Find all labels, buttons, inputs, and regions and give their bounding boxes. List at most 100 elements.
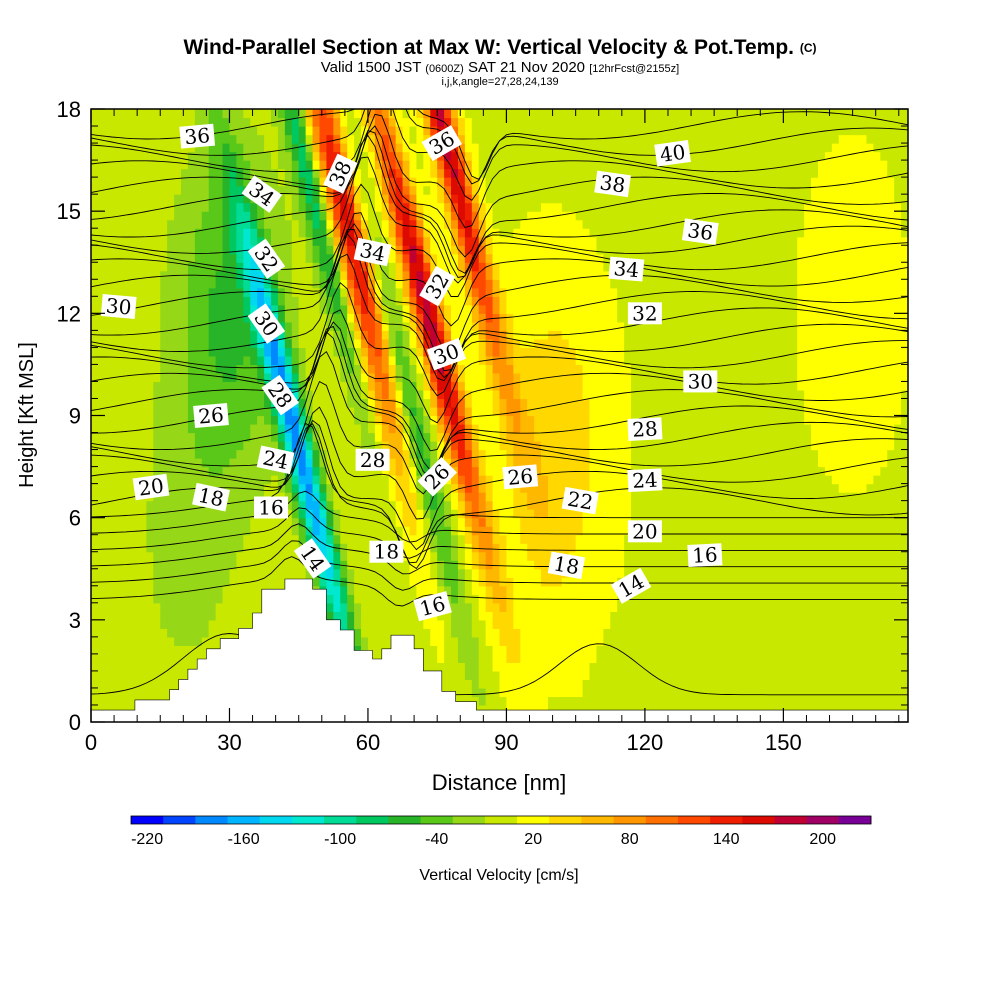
w-cell — [298, 389, 307, 400]
w-cell — [485, 704, 494, 715]
w-cell — [492, 475, 501, 485]
w-cell — [367, 389, 376, 400]
w-cell — [264, 134, 272, 144]
w-cell — [541, 704, 549, 715]
w-cell — [160, 245, 168, 255]
w-cell — [416, 526, 424, 536]
w-cell — [361, 526, 369, 536]
w-cell — [541, 296, 549, 306]
w-cell — [271, 560, 279, 570]
w-cell — [485, 262, 494, 272]
w-cell — [194, 509, 203, 519]
w-cell — [506, 449, 514, 459]
w-cell — [118, 687, 127, 698]
w-cell — [236, 321, 244, 331]
w-cell — [132, 117, 141, 127]
w-cell — [174, 679, 182, 689]
w-cell — [187, 560, 196, 570]
w-cell — [451, 475, 459, 485]
w-cell — [568, 543, 577, 553]
w-cell — [485, 441, 494, 451]
w-cell — [568, 670, 577, 681]
w-cell — [361, 619, 369, 629]
w-cell — [416, 134, 424, 144]
w-cell — [264, 109, 272, 119]
w-cell — [91, 534, 99, 544]
w-cell — [416, 577, 424, 587]
w-cell — [354, 347, 362, 357]
w-cell — [125, 662, 134, 672]
w-cell — [208, 151, 217, 161]
w-cell — [187, 117, 196, 127]
w-cell — [222, 143, 231, 153]
w-cell — [181, 449, 189, 459]
w-cell — [402, 126, 411, 136]
w-cell — [492, 211, 501, 221]
w-cell — [430, 577, 438, 587]
w-cell — [305, 398, 314, 408]
w-cell — [174, 143, 182, 153]
w-cell — [409, 253, 418, 263]
w-cell — [506, 287, 514, 297]
w-cell — [305, 424, 314, 434]
w-cell — [181, 177, 189, 187]
w-cell — [118, 517, 127, 527]
w-cell — [374, 492, 383, 502]
w-cell — [111, 270, 120, 280]
w-cell — [437, 577, 445, 587]
w-cell — [305, 381, 314, 391]
w-cell — [291, 415, 300, 425]
w-cell — [97, 313, 106, 323]
w-cell — [374, 636, 383, 646]
w-cell — [250, 355, 258, 366]
w-cell — [132, 585, 141, 595]
w-cell — [194, 449, 203, 459]
w-cell — [319, 364, 327, 374]
w-cell — [194, 364, 203, 374]
w-cell — [416, 441, 424, 451]
w-cell — [215, 330, 224, 340]
w-cell — [471, 194, 480, 204]
w-cell — [416, 219, 424, 229]
w-cell — [561, 415, 570, 425]
w-cell — [243, 355, 251, 366]
w-cell — [381, 483, 390, 493]
w-cell — [277, 219, 286, 229]
w-cell — [298, 424, 307, 434]
w-cell — [139, 432, 147, 442]
w-cell — [499, 262, 508, 272]
w-cell — [104, 270, 113, 280]
w-cell — [91, 117, 99, 127]
w-cell — [236, 313, 244, 323]
w-cell — [229, 194, 237, 204]
w-cell — [554, 389, 563, 400]
w-cell — [146, 126, 154, 136]
w-cell — [160, 279, 168, 289]
w-cell — [471, 441, 480, 451]
w-cell — [174, 321, 182, 331]
w-cell — [464, 441, 473, 451]
w-cell — [402, 500, 411, 510]
w-cell — [264, 143, 272, 153]
w-cell — [464, 585, 473, 595]
w-cell — [118, 406, 127, 417]
w-cell — [236, 194, 244, 204]
w-cell — [326, 372, 334, 383]
w-cell — [111, 279, 120, 289]
w-cell — [229, 253, 237, 263]
w-cell — [236, 160, 244, 170]
w-cell — [478, 389, 487, 400]
w-cell — [139, 602, 147, 612]
w-cell — [305, 126, 314, 136]
w-cell — [326, 304, 334, 314]
w-cell — [506, 492, 514, 502]
w-cell — [478, 696, 487, 706]
w-cell — [97, 475, 106, 485]
w-cell — [305, 109, 314, 119]
w-cell — [492, 236, 501, 246]
w-cell — [430, 245, 438, 255]
w-cell — [312, 347, 321, 357]
w-cell — [409, 151, 418, 161]
w-cell — [561, 381, 570, 391]
w-cell — [354, 279, 362, 289]
